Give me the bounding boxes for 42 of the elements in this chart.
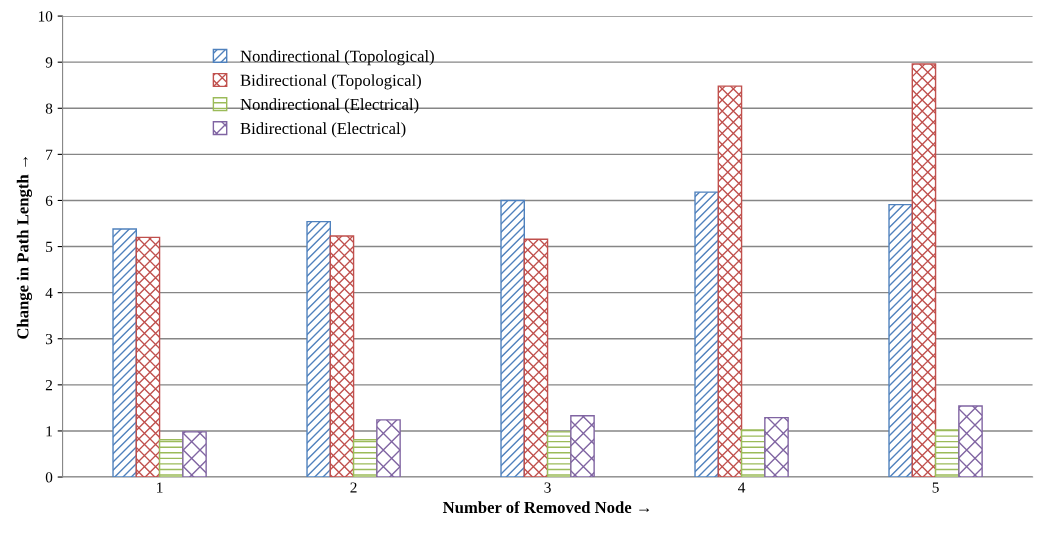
bar [570, 415, 595, 478]
y-tick-label: 7 [46, 149, 53, 160]
bar [740, 429, 766, 478]
bar [911, 63, 937, 478]
legend-label: Bidirectional (Topological) [240, 74, 421, 90]
legend-label: Bidirectional (Electrical) [240, 122, 406, 138]
x-tick-label: 2 [350, 482, 357, 493]
x-tick-label: 4 [738, 482, 746, 493]
bar [135, 236, 161, 478]
bar [329, 235, 355, 478]
y-tick-label: 3 [45, 333, 53, 345]
x-tick-label: 1 [157, 482, 163, 493]
x-tick-label: 3 [544, 482, 551, 493]
bar [934, 429, 960, 478]
bar [306, 220, 331, 478]
y-tick-label: 6 [45, 195, 53, 206]
bar [888, 203, 913, 478]
bar [694, 191, 719, 478]
y-tick-label: 8 [45, 103, 53, 114]
y-tick-label: 9 [45, 57, 53, 68]
bar [717, 85, 743, 478]
y-tick-label: 1 [46, 426, 52, 437]
legend-label: Nondirectional (Electrical) [240, 98, 419, 114]
x-tick-label: 5 [932, 482, 939, 493]
legend-label: Nondirectional (Topological) [240, 50, 434, 66]
y-tick-label: 0 [45, 472, 53, 483]
bar [958, 405, 983, 478]
y-axis-title: Change in Path Length → [16, 156, 33, 339]
y-tick-label: 2 [45, 380, 53, 391]
y-tick-label: 5 [46, 241, 53, 253]
bar [112, 228, 137, 478]
bar [182, 431, 207, 478]
bar [352, 439, 378, 478]
bar [546, 431, 572, 478]
y-tick-label: 10 [38, 11, 53, 22]
y-tick-label: 4 [45, 287, 53, 298]
bar [158, 439, 184, 478]
bar [376, 419, 401, 478]
bar [500, 199, 525, 478]
bar [764, 416, 789, 478]
bar [523, 238, 549, 478]
x-axis-title: Number of Removed Node → [442, 501, 650, 514]
